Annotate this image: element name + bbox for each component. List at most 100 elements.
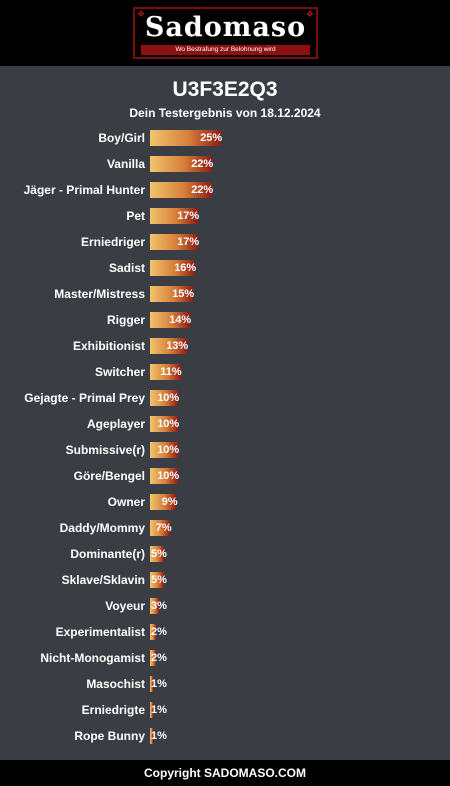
bar-value-label: 10% — [157, 392, 180, 404]
site-logo[interactable]: ❖ ❖ Sadomaso Wo Bestrafung zur Belohnung… — [133, 7, 318, 59]
chart-row: Ageplayer 10% — [0, 414, 450, 434]
chart-row: Dominante(r) 5% — [0, 544, 450, 564]
bar-label: Rigger — [106, 313, 145, 327]
chart-row: Owner 9% — [0, 492, 450, 512]
bar-value-label: 2% — [151, 626, 167, 638]
bar-value-label: 2% — [151, 652, 167, 664]
bar — [150, 676, 153, 692]
bar-label: Submissive(r) — [65, 443, 145, 457]
result-panel — [0, 66, 450, 760]
bar-label: Experimentalist — [55, 625, 145, 639]
bar — [150, 572, 164, 588]
bar-value-label: 5% — [151, 574, 167, 586]
bar — [150, 702, 153, 718]
chart-row: Voyeur 3% — [0, 596, 450, 616]
chart-row: Experimentalist 2% — [0, 622, 450, 642]
bar-value-label: 25% — [200, 132, 223, 144]
chart-row: Gejagte - Primal Prey 10% — [0, 388, 450, 408]
bar — [150, 546, 164, 562]
bar-label: Pet — [126, 209, 145, 223]
bar — [150, 494, 176, 510]
bar — [150, 390, 178, 406]
bar-label: Ageplayer — [86, 417, 145, 431]
bar-value-label: 7% — [155, 522, 172, 534]
bar-label: Gejagte - Primal Prey — [24, 391, 145, 405]
chart-row: Sadist 16% — [0, 258, 450, 278]
bar-value-label: 22% — [191, 158, 214, 170]
chart-row: Nicht-Monogamist 2% — [0, 648, 450, 668]
chart-row: Erniedriger 17% — [0, 232, 450, 252]
chart-row: Rope Bunny 1% — [0, 726, 450, 746]
result-code: U3F3E2Q3 — [172, 78, 278, 101]
bar-value-label: 16% — [174, 262, 197, 274]
result-bar-chart: Boy/Girl 25% Vanilla 22% Jäger - Primal Hunt… — [0, 125, 450, 751]
bar-value-label: 1% — [151, 678, 167, 690]
bar — [150, 286, 193, 302]
bar-value-label: 10% — [157, 418, 180, 430]
bar-value-label: 11% — [160, 366, 182, 378]
chart-row: Jäger - Primal Hunter 22% — [0, 180, 450, 200]
ornament-icon: ❖ — [137, 9, 146, 19]
bar — [150, 364, 181, 380]
chart-row: Göre/Bengel 10% — [0, 466, 450, 486]
ornament-icon: ❖ — [305, 9, 314, 19]
bar — [150, 468, 178, 484]
bar-label: Owner — [107, 495, 145, 509]
bar-value-label: 1% — [151, 730, 167, 742]
chart-row: Daddy/Mommy 7% — [0, 518, 450, 538]
bar-label: Göre/Bengel — [73, 469, 145, 483]
logo-title: Sadomaso — [144, 12, 307, 43]
bar — [150, 598, 159, 614]
bar-label: Exhibitionist — [73, 339, 145, 353]
bar-label: Erniedriger — [80, 235, 145, 249]
bar — [150, 234, 198, 250]
bar — [150, 208, 198, 224]
chart-row: Erniedrigte 1% — [0, 700, 450, 720]
bar-label: Master/Mistress — [54, 287, 145, 301]
bar-value-label: 10% — [157, 444, 180, 456]
chart-row: Boy/Girl 25% — [0, 128, 450, 148]
chart-row: Switcher 11% — [0, 362, 450, 382]
bar-value-label: 17% — [177, 236, 200, 248]
bar-value-label: 22% — [191, 184, 214, 196]
result-subtitle: Dein Testergebnis von 18.12.2024 — [129, 106, 321, 120]
bar — [150, 650, 156, 666]
bar-label: Switcher — [94, 365, 145, 379]
bar-label: Erniedrigte — [81, 703, 145, 717]
bar-label: Nicht-Monogamist — [40, 651, 145, 665]
chart-row: Vanilla 22% — [0, 154, 450, 174]
bar — [150, 728, 153, 744]
bar — [150, 260, 195, 276]
header: ❖ ❖ Sadomaso Wo Bestrafung zur Belohnung… — [0, 0, 450, 66]
bar-value-label: 17% — [177, 210, 200, 222]
bar — [150, 156, 212, 172]
bar-value-label: 10% — [157, 470, 180, 482]
chart-row: Exhibitionist 13% — [0, 336, 450, 356]
chart-row: Sklave/Sklavin 5% — [0, 570, 450, 590]
bar — [150, 338, 187, 354]
bar-label: Masochist — [86, 677, 145, 691]
bar-value-label: 13% — [166, 340, 189, 352]
bar-label: Jäger - Primal Hunter — [23, 183, 145, 197]
bar — [150, 312, 190, 328]
bar-value-label: 3% — [151, 600, 167, 612]
chart-row: Submissive(r) 10% — [0, 440, 450, 460]
chart-row: Rigger 14% — [0, 310, 450, 330]
bar-value-label: 15% — [172, 288, 195, 300]
bar-value-label: 9% — [161, 496, 178, 508]
bar-value-label: 1% — [151, 704, 167, 716]
bar-value-label: 5% — [151, 548, 167, 560]
bar — [150, 520, 170, 536]
bar — [150, 130, 221, 146]
chart-row: Master/Mistress 15% — [0, 284, 450, 304]
bar-value-label: 14% — [169, 314, 192, 326]
bar — [150, 624, 156, 640]
chart-row: Pet 17% — [0, 206, 450, 226]
bar-label: Sklave/Sklavin — [61, 573, 145, 587]
chart-row: Masochist 1% — [0, 674, 450, 694]
logo-tagline: Wo Bestrafung zur Belohnung wird — [141, 45, 310, 55]
bar-label: Voyeur — [105, 599, 145, 613]
bar-label: Rope Bunny — [74, 729, 145, 743]
bar — [150, 442, 178, 458]
bar-label: Vanilla — [106, 157, 145, 171]
